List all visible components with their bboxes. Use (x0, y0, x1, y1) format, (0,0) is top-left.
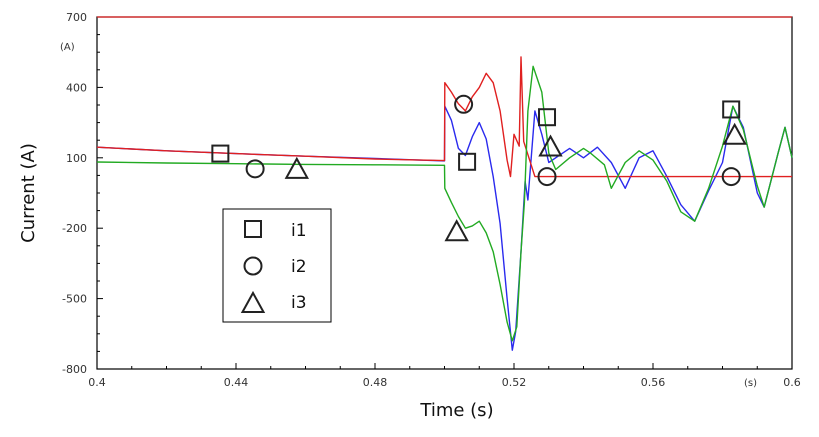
series-markers (211, 94, 747, 242)
marker-i1-square (211, 144, 230, 163)
marker-i1-square (538, 108, 557, 127)
y-tick-label: -500 (62, 293, 87, 306)
legend-item-i1: i1 (244, 220, 307, 241)
series-line-i3 (96, 65, 793, 342)
x-tick-label: 0.56 (641, 376, 666, 389)
x-tick-label: 0.6 (783, 376, 801, 389)
y-tick-label: 400 (66, 81, 87, 94)
marker-i3-triangle (444, 219, 469, 242)
legend: i1 i2 i3 (222, 208, 332, 323)
legend-square-marker (244, 220, 262, 238)
y-tick-label: -800 (62, 363, 87, 376)
legend-item-i3: i3 (240, 290, 307, 313)
marker-i1-square (458, 152, 477, 171)
tick-labels: 0.4 0.44 0.48 0.52 0.56 0.6 700 400 100 -200 -500 -… (62, 11, 801, 389)
legend-item-i2: i2 (243, 256, 307, 277)
x-tick-label: 0.52 (502, 376, 527, 389)
plot-frame (96, 16, 793, 370)
y-tick-label: -200 (62, 222, 87, 235)
marker-i2-circle (721, 167, 741, 187)
legend-triangle-marker (240, 290, 266, 313)
legend-label-i3: i3 (291, 293, 307, 313)
y-unit-label: (A) (60, 42, 75, 53)
legend-label-i1: i1 (291, 221, 307, 241)
y-axis-title: Current (A) (18, 143, 39, 243)
x-tick-label: 0.4 (88, 376, 106, 389)
y-tick-label: 100 (66, 152, 87, 165)
x-unit-label: (s) (744, 378, 757, 389)
series-line-i2 (96, 56, 792, 178)
marker-i2-circle (454, 94, 474, 114)
series-lines (96, 56, 793, 351)
marker-i3-triangle (284, 156, 310, 179)
marker-i3-triangle (538, 134, 563, 157)
legend-box (222, 208, 332, 323)
x-tick-label: 0.48 (363, 376, 388, 389)
y-tick-label: 700 (66, 11, 87, 24)
x-tick-label: 0.44 (224, 376, 249, 389)
minor-ticks (97, 34, 758, 369)
legend-circle-marker (243, 256, 263, 276)
marker-i2-circle (245, 159, 265, 179)
marker-i2-circle (537, 167, 557, 187)
x-axis-title: Time (s) (419, 400, 493, 421)
marker-i3-triangle (722, 122, 747, 145)
legend-label-i2: i2 (291, 257, 307, 277)
marker-i1-square (722, 100, 741, 119)
